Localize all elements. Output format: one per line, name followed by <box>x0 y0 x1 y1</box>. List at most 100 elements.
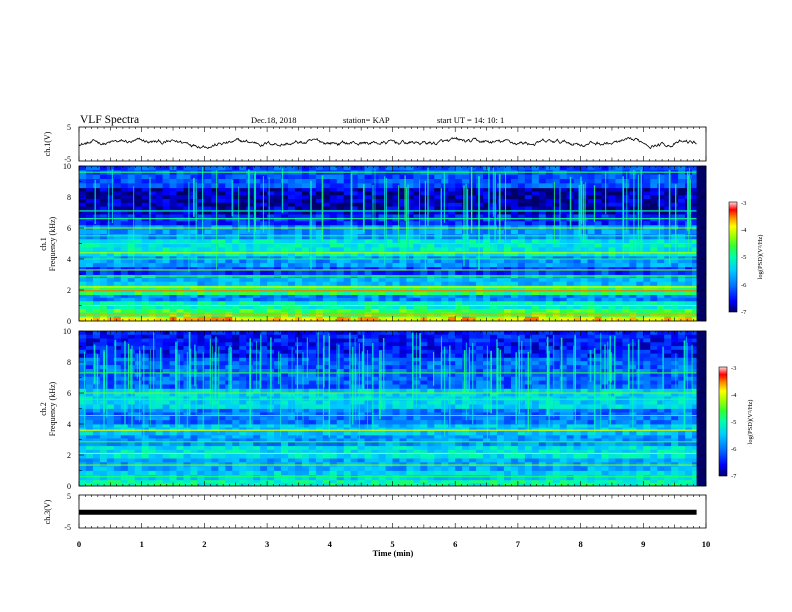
spectrogram-cell <box>274 470 282 476</box>
spectrogram-cell <box>510 221 519 226</box>
spectrogram-cell <box>490 449 498 455</box>
spectrogram-cell <box>183 251 191 257</box>
spectrogram-cell <box>636 214 644 219</box>
spectrogram-cell <box>392 238 400 244</box>
spectrogram-cell <box>434 462 442 467</box>
spectrogram-cell <box>211 312 219 317</box>
spectrogram-cell <box>162 312 170 317</box>
spectrogram-cell <box>692 238 700 244</box>
spectrogram-cell <box>315 259 324 264</box>
spectrogram-cell <box>211 183 219 189</box>
spectrogram-cell <box>448 482 456 487</box>
spectrogram-cell <box>601 482 609 487</box>
spectrogram-cell <box>155 316 163 322</box>
spectrogram-cell <box>162 304 170 310</box>
spectrogram-cell <box>587 470 595 476</box>
spectrogram-cell <box>141 278 150 283</box>
spectrogram-cell <box>413 183 421 189</box>
spectrogram-cell <box>469 202 477 207</box>
spectrogram-cell <box>92 179 101 184</box>
spectrogram-cell <box>413 202 421 207</box>
spectrogram-cell <box>622 183 630 189</box>
spectrogram-cell <box>524 281 533 286</box>
spectrogram-cell <box>678 462 686 467</box>
spectrogram-cell <box>573 255 581 260</box>
spectrogram-cell <box>79 214 87 219</box>
spectrogram-cell <box>134 179 143 184</box>
spectrogram-cell <box>559 206 568 211</box>
spectrogram-cell <box>134 206 143 211</box>
spectrogram-cell <box>183 453 191 459</box>
spectrogram-cell <box>441 166 449 171</box>
spectrogram-cell <box>141 195 150 200</box>
spectrogram-cell <box>531 166 540 171</box>
spectrogram-cell <box>134 290 143 296</box>
spectrogram-cell <box>211 449 219 455</box>
spectrogram-cell <box>636 247 644 253</box>
spectrogram-cell <box>336 270 345 275</box>
spectrogram-cell <box>608 243 616 248</box>
spectrogram-cell <box>434 278 442 283</box>
spectrogram-cell <box>483 312 491 317</box>
spectrogram-cell <box>573 224 581 230</box>
spectrogram-cell <box>566 285 575 291</box>
spectrogram-cell <box>225 470 233 476</box>
spectrogram-cell <box>643 174 651 180</box>
spectrogram-cell <box>552 453 561 459</box>
spectrogram-cell <box>664 255 672 260</box>
spectrogram-cell <box>253 316 261 322</box>
spectrogram-cell <box>664 187 672 192</box>
spectrogram-cell <box>204 482 212 487</box>
spectrogram-cell <box>671 214 679 219</box>
spectrogram-cell <box>267 210 275 215</box>
spectrogram-cell <box>225 445 233 451</box>
spectrogram-cell <box>357 458 366 463</box>
spectrogram-cell <box>197 449 205 455</box>
spectrogram-cell <box>629 266 637 272</box>
spectrogram-cell <box>608 217 616 222</box>
spectrogram-cell <box>448 187 456 192</box>
spectrogram-cell <box>517 229 526 235</box>
spectrogram-cell <box>106 202 115 207</box>
spectrogram-cell <box>462 266 470 272</box>
spectrogram-cell <box>239 183 247 189</box>
spectrogram-cell <box>253 278 261 283</box>
spectrogram-cell <box>497 174 505 180</box>
spectrogram-cell <box>120 290 129 296</box>
spectrogram-cell <box>148 255 157 260</box>
spectrogram-cell <box>692 453 700 459</box>
spectrogram-cell <box>176 183 184 189</box>
spectrogram-cell <box>253 290 261 296</box>
spectrogram-cell <box>615 174 623 180</box>
spectrogram-cell <box>336 210 345 215</box>
spectrogram-cell <box>315 255 324 260</box>
spectrogram-cell <box>204 316 212 322</box>
ch1-cbar-tick-4: -4 <box>741 227 747 234</box>
spectrogram-cell <box>85 278 94 283</box>
spectrogram-cell <box>225 238 233 244</box>
spectrogram-cell <box>622 300 630 306</box>
spectrogram-cell <box>685 297 693 302</box>
spectrogram-cell <box>622 217 630 222</box>
spectrogram-cell <box>392 206 400 211</box>
spectrogram-cell <box>601 234 609 240</box>
spectrogram-cell <box>92 308 101 313</box>
spectrogram-cell <box>211 453 219 459</box>
spectrogram-cell <box>127 285 136 291</box>
spectrogram-cell <box>120 179 129 184</box>
spectrogram-cell <box>643 179 651 184</box>
spectrogram-cell <box>218 243 226 248</box>
spectrogram-cell <box>469 210 477 215</box>
spectrogram-cell <box>524 453 533 459</box>
spectrogram-cell <box>664 243 672 248</box>
spectrogram-cell <box>190 229 198 235</box>
spectrogram-cell <box>448 224 456 230</box>
spectrogram-cell <box>169 210 177 215</box>
spectrogram-cell <box>274 263 282 268</box>
spectrogram-cell <box>113 166 122 171</box>
spectrogram-cell <box>510 198 519 204</box>
spectrogram-cell <box>650 217 658 222</box>
spectrogram-cell <box>483 449 491 455</box>
spectrogram-cell <box>155 217 163 222</box>
spectrogram-cell <box>260 453 268 459</box>
